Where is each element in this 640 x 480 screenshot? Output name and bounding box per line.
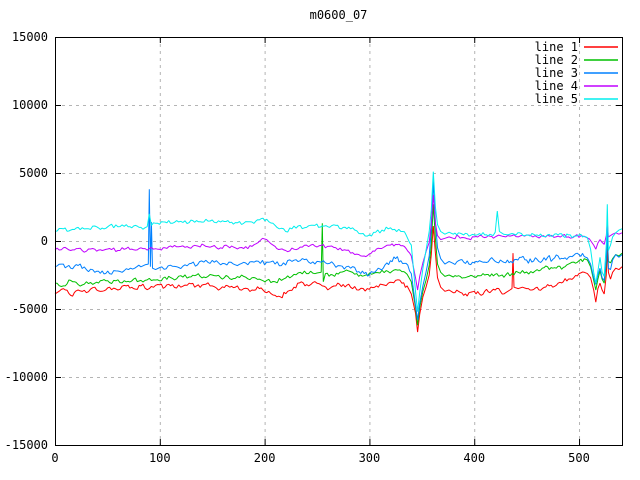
x-tick-label: 400 — [463, 451, 485, 465]
x-tick-label: 200 — [254, 451, 276, 465]
y-tick-label: -10000 — [5, 370, 48, 384]
y-tick-label: 5000 — [19, 166, 48, 180]
y-tick-label: 0 — [41, 234, 48, 248]
series-line-5 — [54, 171, 623, 312]
y-tick-label: 10000 — [12, 98, 48, 112]
legend-label: line 5 — [535, 92, 578, 106]
x-tick-label: 100 — [149, 451, 171, 465]
series-line-2 — [54, 204, 623, 326]
y-tick-label: 15000 — [12, 30, 48, 44]
chart-title: m0600_07 — [309, 8, 368, 22]
y-tick-label: -15000 — [5, 438, 48, 452]
legend-label: line 2 — [535, 53, 578, 67]
series-line-1 — [54, 225, 623, 333]
legend-label: line 4 — [535, 79, 578, 93]
series-line-4 — [54, 194, 623, 291]
legend-label: line 3 — [535, 66, 578, 80]
x-tick-label: 300 — [359, 451, 381, 465]
series-line-3 — [54, 181, 623, 320]
legend-label: line 1 — [535, 40, 578, 54]
y-tick-label: -5000 — [12, 302, 48, 316]
x-tick-label: 0 — [51, 451, 58, 465]
x-tick-label: 500 — [568, 451, 590, 465]
